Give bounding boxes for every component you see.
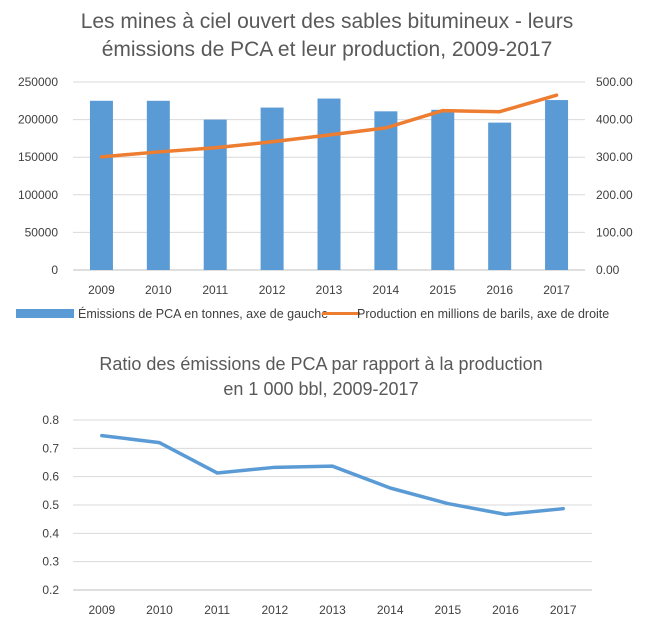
production-point	[327, 133, 331, 137]
chart1-bars	[89, 98, 569, 271]
x-tick-label: 2011	[204, 603, 230, 617]
ratio-point	[100, 434, 104, 438]
y-tick-label: 0.7	[42, 441, 59, 455]
x-tick-label: 2017	[550, 603, 577, 617]
x-tick-label: 2011	[202, 283, 228, 297]
production-point	[213, 146, 217, 150]
chart1: Les mines à ciel ouvert des sables bitum…	[16, 10, 633, 321]
production-point	[555, 93, 559, 97]
ratio-point	[446, 502, 450, 506]
x-tick-label: 2012	[259, 283, 286, 297]
ratio-point	[331, 464, 334, 468]
y-tick-label: 0.8	[42, 413, 59, 427]
ratio-line	[100, 433, 565, 517]
x-tick-label: 2013	[316, 283, 343, 297]
chart1-line-series	[99, 93, 559, 159]
y-right-tick-label: 100.00	[596, 225, 633, 239]
y-left-tick-label: 250000	[18, 75, 58, 89]
x-tick-label: 2009	[88, 283, 115, 297]
y-left-tick-label: 100000	[18, 188, 58, 202]
y-tick-label: 0.5	[42, 498, 59, 512]
ratio-point	[215, 471, 219, 475]
y-right-tick-label: 400.00	[596, 113, 633, 127]
x-tick-label: 2016	[492, 603, 519, 617]
y-right-tick-label: 500.00	[596, 75, 633, 89]
legend-bar-label: Émissions de PCA en tonnes, axe de gauch…	[78, 306, 328, 321]
legend-line-label: Production en millions de barils, axe de…	[357, 307, 609, 321]
y-right-tick-label: 300.00	[596, 150, 633, 164]
x-tick-label: 2013	[319, 603, 346, 617]
chart2: Ratio des émissions de PCA par rapport à…	[42, 354, 592, 617]
x-tick-label: 2012	[261, 603, 288, 617]
production-point	[441, 109, 445, 113]
x-tick-label: 2014	[373, 283, 400, 297]
legend-bar-swatch	[16, 309, 74, 318]
chart2-title-line1: Ratio des émissions de PCA par rapport à…	[99, 354, 542, 374]
bar	[374, 111, 398, 270]
production-point	[270, 140, 274, 144]
y-tick-label: 0.6	[42, 470, 59, 484]
bar	[545, 100, 569, 270]
x-tick-label: 2016	[486, 283, 513, 297]
bar	[488, 122, 512, 270]
y-tick-label: 0.3	[42, 555, 59, 569]
bar	[89, 100, 113, 270]
production-point	[156, 150, 160, 154]
x-tick-label: 2010	[145, 283, 172, 297]
x-tick-label: 2014	[377, 603, 404, 617]
ratio-point	[388, 486, 392, 490]
chart2-ticks: 0.2 0.3 0.4 0.5 0.6 0.7 0.8 2009 2010 2011 2012 201…	[42, 413, 577, 617]
y-left-tick-label: 50000	[25, 225, 59, 239]
chart1-ticks: 0 0.00 50000 100.00 100000 200.00 150000 300.00…	[18, 75, 633, 297]
chart2-line-series	[100, 433, 565, 517]
ratio-point	[561, 507, 565, 511]
y-tick-label: 0.2	[42, 583, 59, 597]
x-tick-label: 2009	[88, 603, 115, 617]
bar	[146, 100, 170, 270]
y-tick-label: 0.4	[42, 526, 59, 540]
chart2-gridlines	[73, 419, 592, 591]
production-point	[498, 110, 502, 114]
ratio-point	[273, 465, 277, 469]
y-right-tick-label: 0.00	[596, 263, 620, 277]
x-tick-label: 2015	[434, 603, 461, 617]
ratio-point	[158, 441, 161, 445]
bar	[431, 109, 455, 270]
x-tick-label: 2017	[543, 283, 570, 297]
y-left-tick-label: 200000	[18, 113, 58, 127]
bar	[260, 107, 284, 271]
chart1-title-line2: émissions de PCA et leur production, 200…	[102, 38, 553, 61]
chart1-title-line1: Les mines à ciel ouvert des sables bitum…	[81, 10, 574, 33]
y-left-tick-label: 150000	[18, 150, 58, 164]
bar	[317, 98, 341, 270]
y-right-tick-label: 200.00	[596, 188, 633, 202]
ratio-point	[504, 512, 507, 516]
x-tick-label: 2010	[146, 603, 173, 617]
chart1-legend: Émissions de PCA en tonnes, axe de gauch…	[16, 306, 609, 321]
chart2-title-line2: en 1 000 bbl, 2009-2017	[223, 379, 418, 399]
x-tick-label: 2015	[429, 283, 456, 297]
production-point	[384, 126, 388, 130]
y-left-tick-label: 0	[51, 263, 58, 277]
bar	[203, 119, 227, 270]
production-point	[99, 155, 103, 159]
